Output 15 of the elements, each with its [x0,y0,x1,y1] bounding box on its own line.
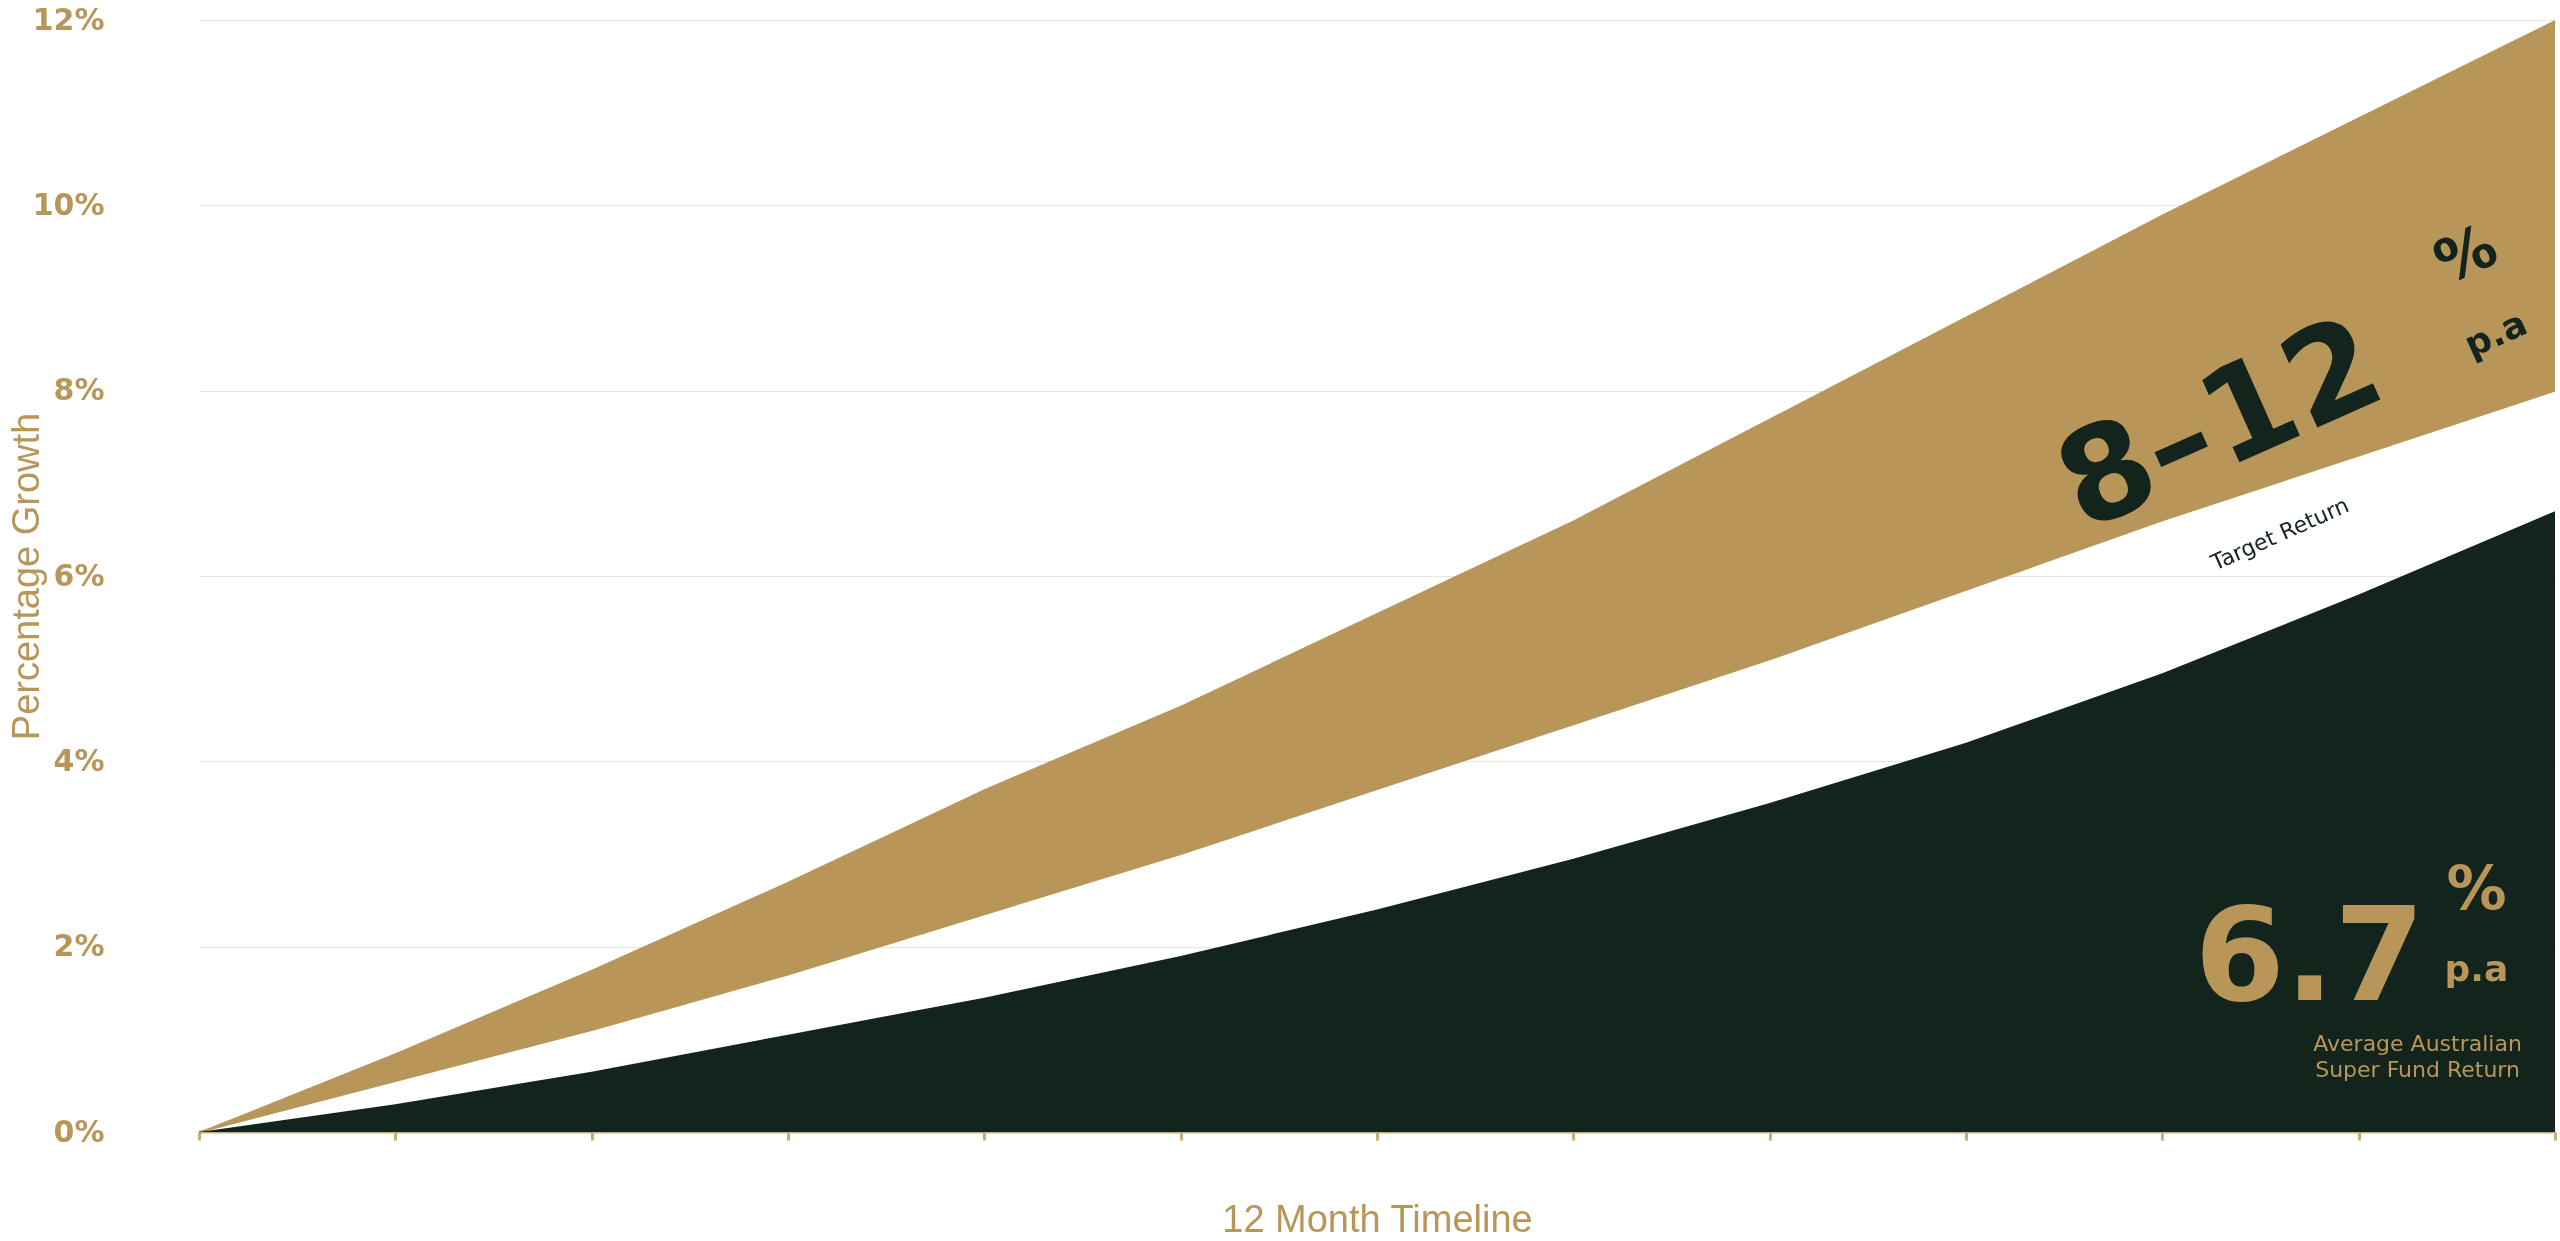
annotation: % [2446,853,2507,924]
annotation: p.a [2444,947,2509,989]
annotation: Average Australian Super Fund Return [2313,1030,2522,1083]
y-tick-label: 10% [32,186,105,222]
annotation: 6.7 [2194,878,2425,1031]
y-tick-label: 0% [53,1113,105,1149]
annotation: p.a [2458,302,2533,366]
y-tick-label: 12% [32,1,105,37]
y-tick-label: 4% [53,742,105,778]
y-tick-label: 2% [53,928,105,964]
y-tick-label: 8% [53,372,105,408]
annotation: % [2423,209,2508,298]
y-axis-title: Percentage Growth [4,412,47,741]
x-axis-title: 12 Month Timeline [1222,1198,1533,1240]
y-tick-label: 6% [53,557,105,593]
